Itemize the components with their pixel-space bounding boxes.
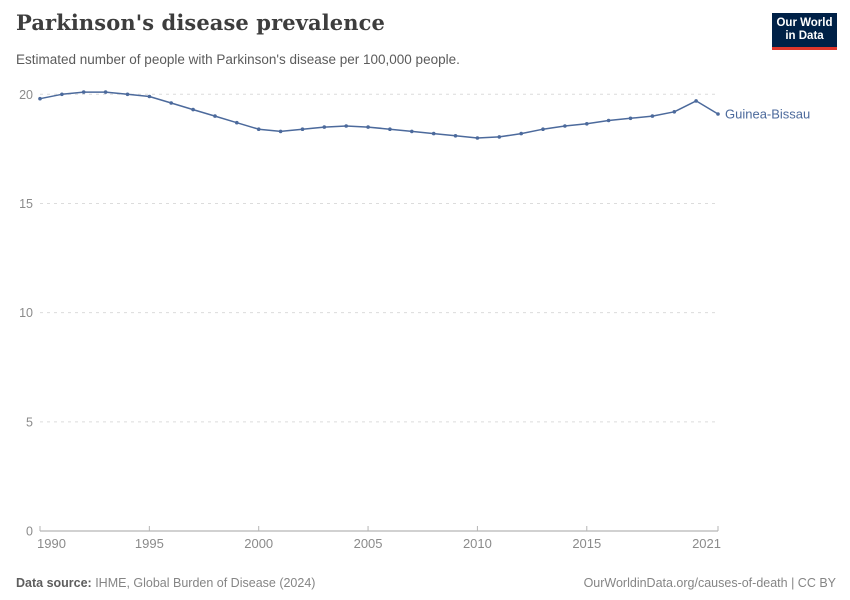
chart-footer: Data source: IHME, Global Burden of Dise… (0, 576, 850, 590)
data-point (147, 94, 152, 99)
data-point (388, 127, 392, 131)
y-tick-label: 20 (19, 88, 33, 102)
data-point (541, 127, 545, 131)
data-point (125, 92, 130, 97)
chart-subtitle: Estimated number of people with Parkinso… (16, 52, 460, 67)
data-point (169, 101, 173, 105)
data-source-label: Data source: (16, 576, 92, 590)
attribution-link[interactable]: OurWorldinData.org/causes-of-death | CC … (583, 576, 836, 590)
data-point (322, 125, 327, 129)
data-point (475, 136, 480, 140)
data-point (81, 90, 86, 94)
x-tick-label: 2015 (572, 536, 601, 551)
x-tick-label: 1990 (37, 536, 66, 551)
data-point (60, 92, 64, 97)
data-point (191, 107, 195, 112)
data-point (716, 112, 720, 116)
data-point (519, 131, 523, 136)
x-tick-label: 2000 (244, 536, 273, 551)
x-tick-label: 2005 (354, 536, 383, 551)
x-tick-label: 1995 (135, 536, 164, 551)
data-point (366, 125, 370, 129)
data-source-value: IHME, Global Burden of Disease (2024) (91, 576, 316, 590)
data-point (431, 131, 436, 136)
owid-logo[interactable]: Our World in Data (772, 13, 837, 50)
y-tick-label: 0 (26, 525, 33, 539)
page-title: Parkinson's disease prevalence (16, 10, 385, 35)
data-point (628, 116, 633, 121)
data-point (453, 134, 458, 138)
data-point (235, 120, 239, 125)
data-point (300, 127, 305, 131)
data-point (103, 90, 108, 94)
y-tick-label: 5 (26, 415, 33, 429)
data-line (39, 91, 719, 139)
x-tick-label: 2021 (692, 536, 721, 551)
x-tick-label: 2010 (463, 536, 492, 551)
data-point (563, 124, 567, 128)
data-point (606, 118, 611, 123)
data-point (256, 127, 261, 131)
data-point (410, 129, 414, 134)
owid-logo-line1: Our World (776, 16, 833, 29)
data-point (278, 129, 283, 134)
data-point (672, 110, 677, 114)
data-point (694, 99, 698, 103)
data-source: Data source: IHME, Global Burden of Dise… (16, 576, 315, 590)
y-tick-label: 10 (19, 306, 33, 320)
y-tick-label: 15 (19, 197, 33, 211)
data-point (650, 114, 655, 118)
data-point (38, 96, 42, 101)
data-point (497, 135, 502, 139)
data-point (344, 124, 349, 128)
entity-label: Guinea-Bissau (725, 106, 810, 121)
data-point (213, 114, 217, 118)
data-point (585, 122, 589, 126)
owid-logo-line2: in Data (785, 30, 824, 42)
